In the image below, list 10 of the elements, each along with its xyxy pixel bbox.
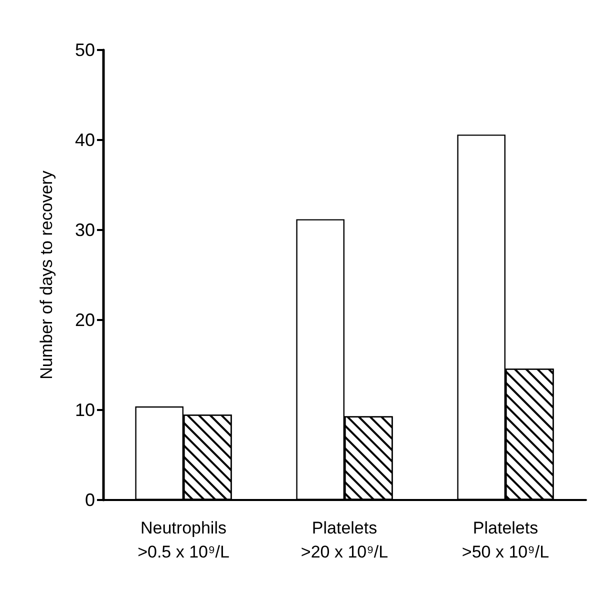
y-tick-label: 40 [74,130,95,150]
y-axis-title: Number of days to recovery [37,170,56,380]
x-tick-label: Platelets >50 x 10⁹/L [462,518,550,562]
x-tick-label: Neutrophils >0.5 x 10⁹/L [138,518,230,562]
y-tick-label: 20 [74,310,95,330]
y-tick-label: 10 [74,400,95,420]
y-tick-label: 50 [74,40,95,60]
x-tick-label: Platelets >20 x 10⁹/L [300,518,388,562]
y-tick-label: 30 [74,220,95,240]
y-tick-label: 0 [84,490,95,510]
